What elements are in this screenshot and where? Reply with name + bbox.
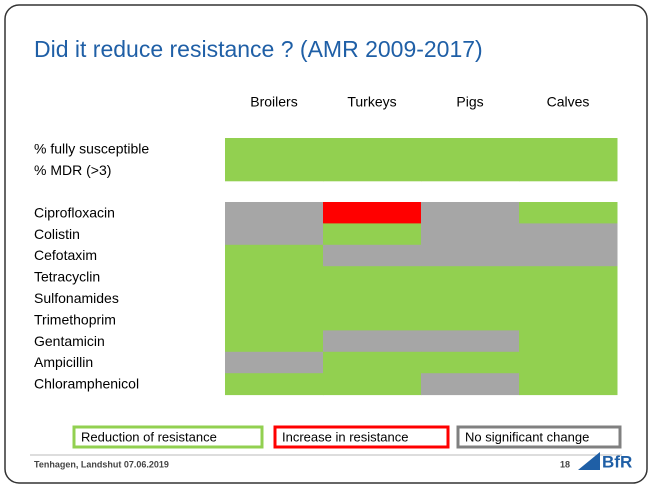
cell xyxy=(225,244,324,267)
legend-label: No significant change xyxy=(465,429,589,444)
cell xyxy=(421,266,520,289)
column-header: Broilers xyxy=(250,94,297,110)
cell xyxy=(519,330,618,353)
cell xyxy=(225,202,324,224)
logo-icon xyxy=(578,452,600,470)
page-number: 18 xyxy=(560,459,570,469)
cell xyxy=(323,223,422,246)
row-label: Ciprofloxacin xyxy=(34,204,115,220)
cell xyxy=(519,138,618,160)
cell xyxy=(519,351,618,374)
legend-label: Increase in resistance xyxy=(282,429,408,444)
legend-box xyxy=(456,425,622,449)
cell xyxy=(225,373,324,396)
row-label: Trimethoprim xyxy=(34,311,116,327)
cell xyxy=(519,287,618,310)
cell xyxy=(225,287,324,310)
cell xyxy=(323,351,422,374)
row-label: Sulfonamides xyxy=(34,290,119,306)
legend-box xyxy=(273,425,450,449)
cell xyxy=(323,330,422,353)
cell xyxy=(421,159,520,182)
cell xyxy=(421,351,520,374)
row-label: Ampicillin xyxy=(34,354,93,370)
cell xyxy=(519,159,618,182)
cell xyxy=(519,202,618,224)
column-header: Calves xyxy=(547,94,590,110)
row-label: Colistin xyxy=(34,226,80,242)
legend-label: Reduction of resistance xyxy=(81,429,217,444)
cell xyxy=(421,202,520,224)
cell xyxy=(519,223,618,246)
cell xyxy=(421,287,520,310)
cell xyxy=(323,138,422,160)
cell xyxy=(323,159,422,182)
cell xyxy=(225,138,324,160)
cell xyxy=(519,266,618,289)
cell xyxy=(421,244,520,267)
legend-box xyxy=(72,425,264,449)
footer-text: Tenhagen, Landshut 07.06.2019 xyxy=(34,459,169,469)
cell xyxy=(225,351,324,374)
row-label: Chloramphenicol xyxy=(34,376,139,392)
cell xyxy=(323,309,422,331)
cell xyxy=(225,159,324,182)
cell xyxy=(323,202,422,224)
slide-title: Did it reduce resistance ? (AMR 2009-201… xyxy=(34,36,483,62)
cell xyxy=(323,373,422,396)
cell xyxy=(225,309,324,331)
row-label: % fully susceptible xyxy=(34,140,149,156)
cell xyxy=(421,373,520,396)
cell xyxy=(421,138,520,160)
cell xyxy=(421,309,520,331)
cell xyxy=(421,330,520,353)
cell xyxy=(323,287,422,310)
cell xyxy=(323,266,422,289)
row-label: Tetracyclin xyxy=(34,269,100,285)
row-label: % MDR (>3) xyxy=(34,162,111,178)
column-header: Pigs xyxy=(456,94,483,110)
cell xyxy=(225,223,324,246)
cell xyxy=(225,266,324,289)
cell xyxy=(519,373,618,396)
row-label: Cefotaxim xyxy=(34,247,97,263)
logo: BfR xyxy=(602,452,632,471)
cell xyxy=(421,223,520,246)
cell xyxy=(519,309,618,331)
cell xyxy=(225,330,324,353)
cell xyxy=(323,244,422,267)
cell xyxy=(519,244,618,267)
row-label: Gentamicin xyxy=(34,333,105,349)
column-header: Turkeys xyxy=(347,94,396,110)
